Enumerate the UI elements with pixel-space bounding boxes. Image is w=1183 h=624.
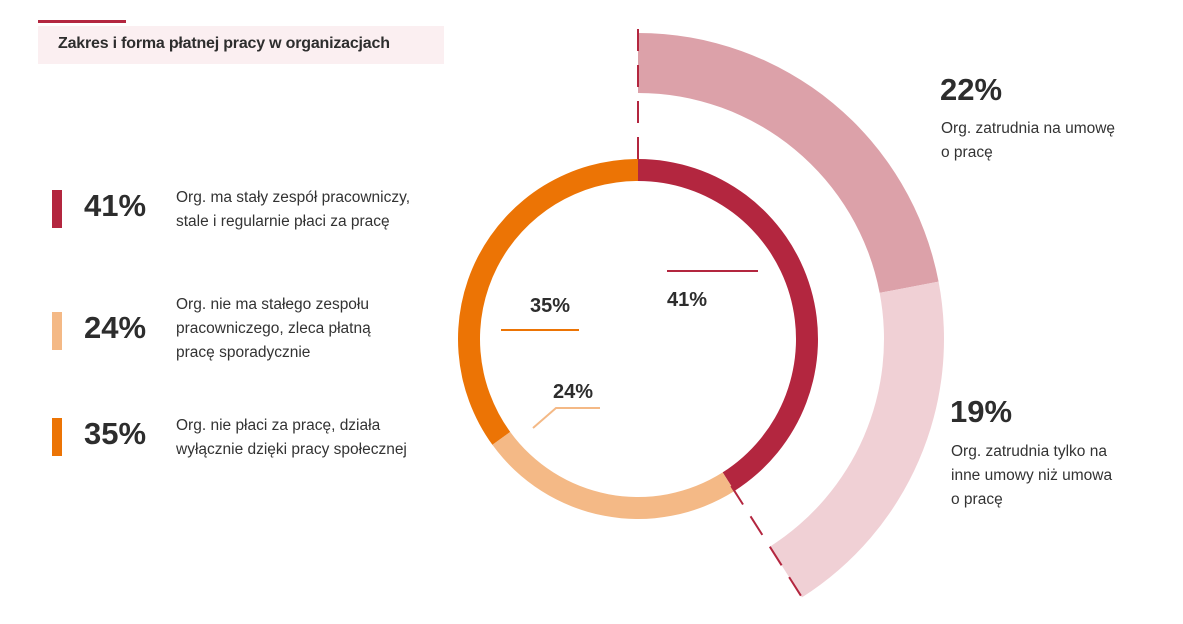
outer-label-line: o pracę <box>951 491 1003 508</box>
outer-slice-1 <box>769 281 944 598</box>
outer-label-pct: 19% <box>950 394 1013 429</box>
legend-desc: Org. ma stały zespół pracowniczy, stale … <box>176 186 410 234</box>
legend-swatch-stale <box>52 190 62 228</box>
outer-label-desc: Org. zatrudnia na umowę o pracę <box>941 117 1115 165</box>
chart-title: Zakres i forma płatnej pracy w organizac… <box>58 35 390 52</box>
chart-title-box: Zakres i forma płatnej pracy w organizac… <box>38 20 444 64</box>
legend-item-sporadycznie: 24% Org. nie ma stałego zespołu pracowni… <box>52 296 472 378</box>
legend-pct: 24% <box>84 310 147 345</box>
legend-desc: Org. nie ma stałego zespołu pracowniczeg… <box>176 293 371 365</box>
legend-swatch-spoleczna <box>52 418 62 456</box>
slice-label-sporadycznie: 24% <box>553 381 593 403</box>
inner-slice-1 <box>492 431 735 520</box>
slice-label-spoleczna: 35% <box>530 295 570 317</box>
inner-slice-2 <box>458 159 638 445</box>
legend-desc-line: wyłącznie dzięki pracy społecznej <box>176 441 407 458</box>
legend-desc-line: Org. nie ma stałego zespołu <box>176 296 369 313</box>
outer-label-line: o pracę <box>941 144 993 161</box>
outer-ring <box>638 33 944 598</box>
outer-slice-0 <box>638 33 939 293</box>
outer-label-line: inne umowy niż umowa <box>951 467 1113 484</box>
chart-guides <box>501 25 807 603</box>
legend-pct: 35% <box>84 416 147 451</box>
inner-slice-0 <box>638 159 819 491</box>
slice-label-stale: 41% <box>667 289 707 311</box>
legend-desc-line: pracę sporadycznie <box>176 344 311 361</box>
legend-swatch-sporadycznie <box>52 312 62 350</box>
outer-label-pct: 22% <box>940 72 1003 107</box>
legend-desc: Org. nie płaci za pracę, działa wyłączni… <box>176 414 407 462</box>
outer-label-line: Org. zatrudnia na umowę <box>941 120 1116 137</box>
legend-pct: 41% <box>84 188 147 223</box>
inner-ring-labels: 41% 24% 35% <box>530 289 707 403</box>
title-accent-line <box>38 20 126 23</box>
legend-item-stale: 41% Org. ma stały zespół pracowniczy, st… <box>52 188 472 256</box>
outer-label-desc: Org. zatrudnia tylko na inne umowy niż u… <box>951 440 1112 512</box>
leader-line-sporadycznie <box>532 407 600 429</box>
legend-desc-line: Org. ma stały zespół pracowniczy, <box>176 189 411 206</box>
legend-desc-line: pracowniczego, zleca płatną <box>176 320 371 337</box>
legend-item-spoleczna: 35% Org. nie płaci za pracę, działa wyłą… <box>52 416 472 484</box>
legend-desc-line: stale i regularnie płaci za pracę <box>176 213 390 230</box>
legend-desc-line: Org. nie płaci za pracę, działa <box>176 417 381 434</box>
outer-label-line: Org. zatrudnia tylko na <box>951 443 1107 460</box>
inner-ring <box>458 159 819 520</box>
guide-line-end <box>730 485 807 603</box>
